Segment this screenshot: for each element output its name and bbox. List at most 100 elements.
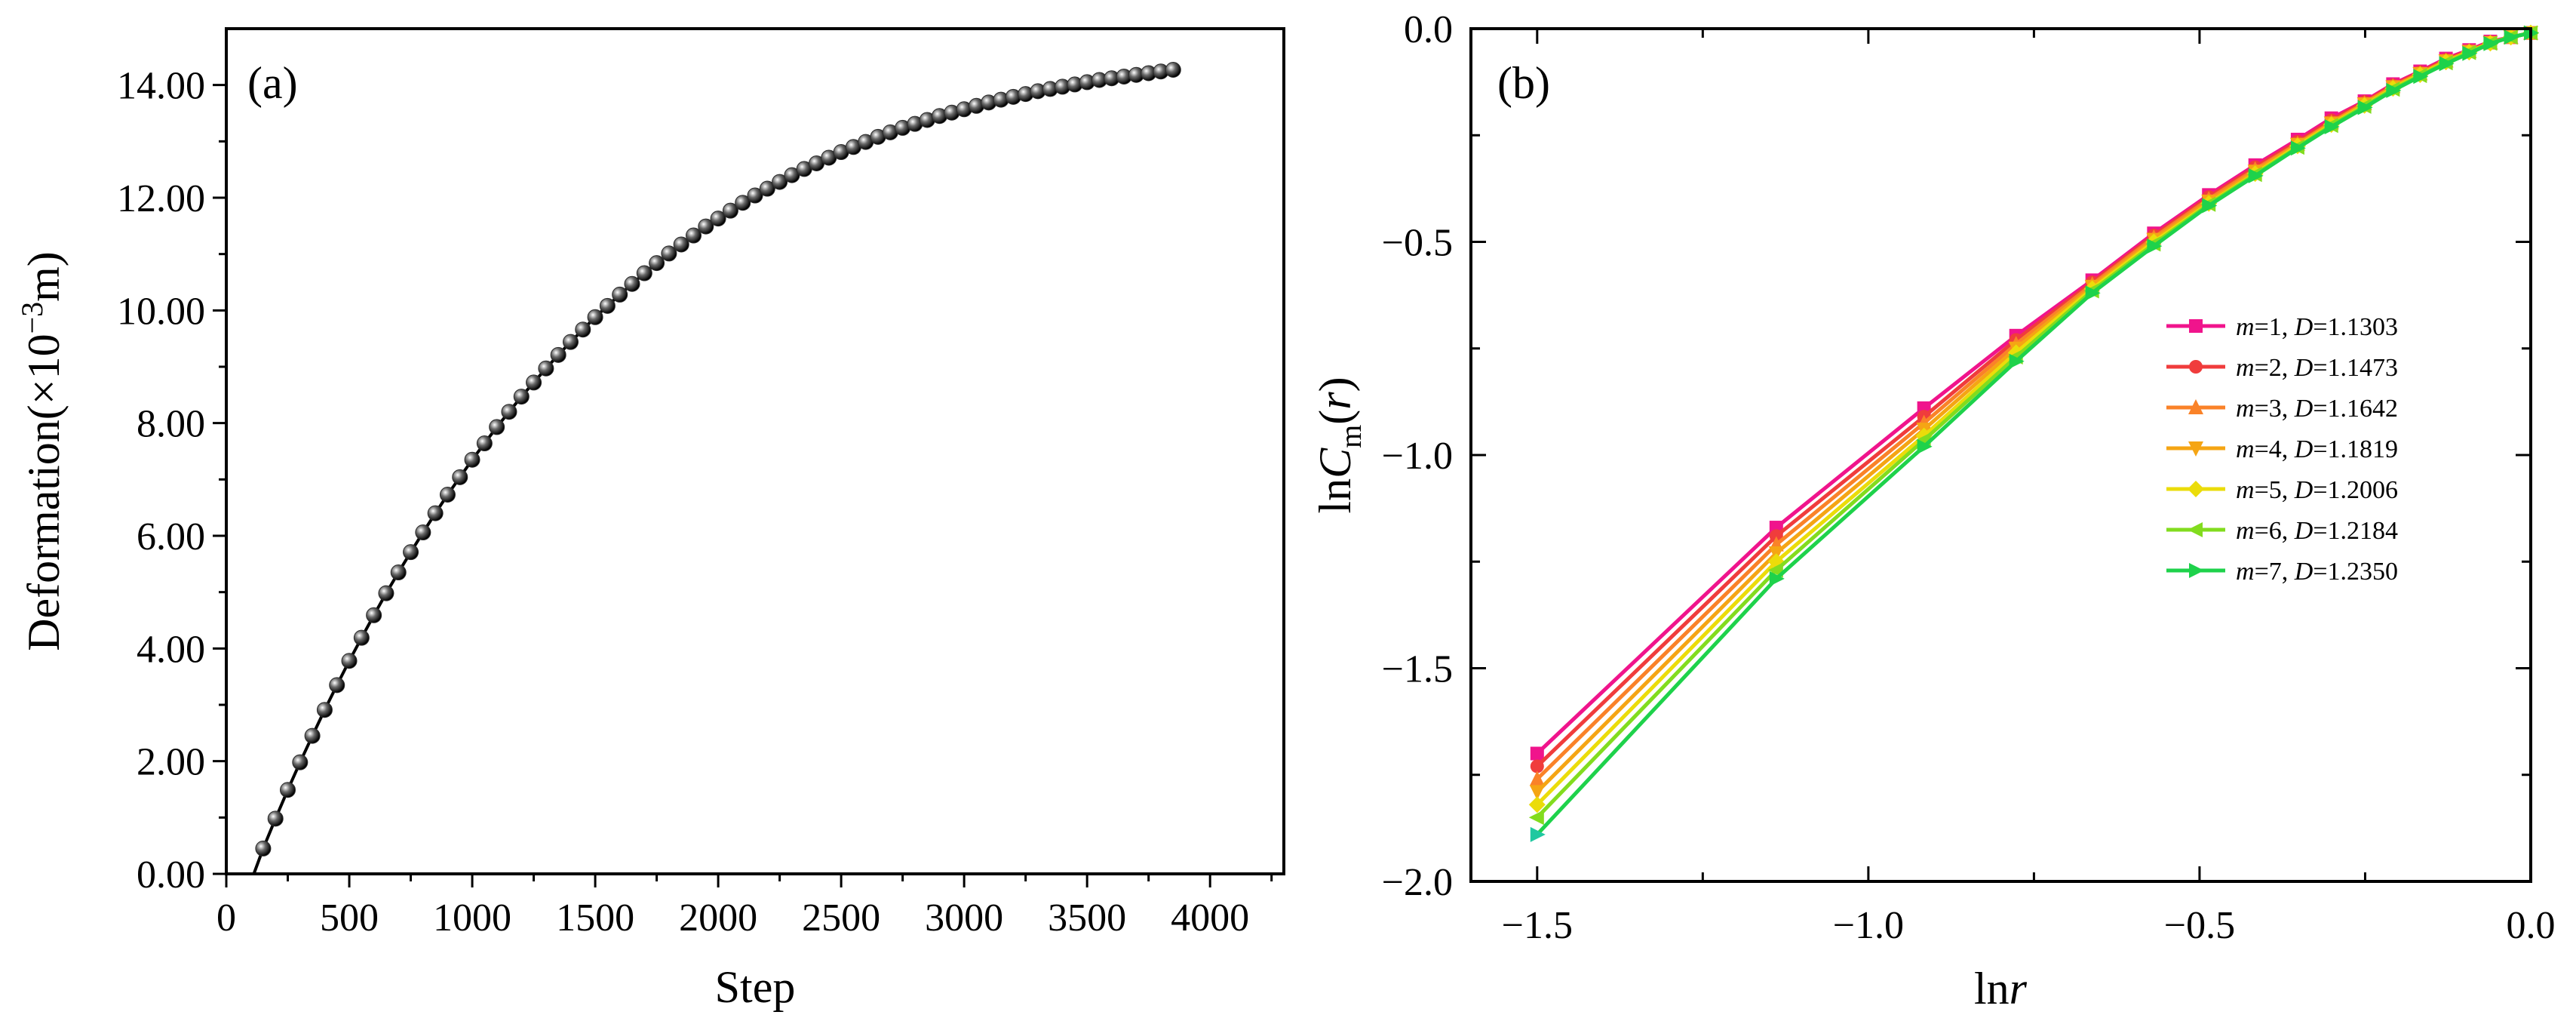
panel-a-data-point: [685, 227, 702, 244]
legend-label-d: D: [2294, 558, 2313, 586]
panel-a-x-tick-label: 0: [216, 897, 236, 940]
legend-label-d-value: =1.1473: [2313, 354, 2398, 382]
panel-a-x-tick-label: 1000: [433, 897, 511, 940]
legend-label-d-value: =1.1303: [2313, 313, 2398, 341]
panel-a-data-point: [759, 180, 775, 197]
panel-b-label: (b): [1497, 58, 1550, 108]
panel-a-data-point: [562, 334, 579, 350]
panel-a-data-point: [378, 585, 395, 601]
legend-label: m=4, D=1.1819: [2236, 435, 2398, 463]
legend-label-d: D: [2294, 435, 2313, 463]
panel-a-y-axis-title: Deformation(×10−3m): [15, 251, 69, 651]
panel-a-data-point: [587, 309, 603, 325]
panel-a-data-point: [476, 435, 493, 452]
panel-a-data-point: [341, 653, 358, 669]
panel-a-x-tick-label: 3000: [925, 897, 1003, 940]
panel-b-data-point: [1769, 571, 1785, 586]
legend-label-eq: =7,: [2255, 558, 2295, 586]
panel-b-data-point: [1530, 826, 1546, 842]
panel-a-x-tick-label: 500: [320, 897, 379, 940]
legend-label-d: D: [2294, 354, 2313, 382]
panel-a-data-point: [698, 218, 714, 235]
panel-b-x-tick-label: 0.0: [2507, 904, 2556, 947]
legend-label-d: D: [2294, 476, 2313, 504]
panel-a: 0 500 1000 1500 2000 2500 3000 3500 4000 0.00 2.00…: [15, 27, 1285, 1012]
panel-a-y-tick-label: 12.00: [117, 177, 205, 220]
panel-b-data-point: [2483, 35, 2499, 51]
legend-swatch-marker: [2188, 399, 2203, 414]
panel-b-data-point: [2504, 29, 2519, 45]
legend-label-m: m: [2236, 354, 2255, 382]
panel-b-data-point: [1530, 746, 1544, 761]
panel-a-data-point: [513, 389, 530, 405]
legend-swatch-marker: [2188, 481, 2204, 497]
legend-label-d: D: [2294, 313, 2313, 341]
panel-a-y-tick-label: 10.00: [117, 290, 205, 333]
legend-label: m=6, D=1.2184: [2236, 517, 2398, 545]
panel-a-y-tick-label: 4.00: [137, 628, 205, 671]
panel-a-data-point: [316, 702, 333, 718]
legend-label-d-value: =1.1819: [2313, 435, 2398, 463]
panel-a-data-point: [673, 236, 689, 253]
panel-b-data-point: [2248, 168, 2264, 183]
panel-b-axes: −1.5 −1.0 −0.5 0.0 0.0 −0.5 −1.0 −1.5 −2.0: [1382, 8, 2556, 947]
panel-b-data-point: [1530, 759, 1544, 773]
panel-a-data-point: [501, 404, 517, 420]
panel-a-frame: [225, 27, 1285, 875]
panel-b-data-point: [2462, 45, 2478, 61]
legend-label-eq: =5,: [2255, 476, 2295, 504]
panel-a-label: (a): [247, 58, 298, 108]
panel-a-data-point: [280, 782, 296, 798]
panel-a-data-point: [427, 505, 444, 521]
legend-label-d: D: [2294, 395, 2313, 423]
panel-a-data-point: [415, 524, 431, 541]
panel-a-data-point: [1165, 62, 1181, 78]
legend-swatch-marker: [2188, 441, 2203, 457]
legend-swatch-marker: [2189, 563, 2204, 578]
legend-label-d-value: =1.2184: [2313, 517, 2398, 545]
panel-a-data-point: [661, 245, 677, 262]
panel-a-y-tick-label: 2.00: [137, 741, 205, 784]
panel-a-data-point: [722, 202, 738, 219]
panel-a-data-point: [772, 174, 788, 190]
panel-a-data-point: [636, 265, 652, 281]
panel-b-data-point: [2324, 118, 2340, 134]
legend-label-eq: =3,: [2255, 395, 2295, 423]
panel-b-data-point: [2009, 353, 2025, 369]
legend-label-d: D: [2294, 517, 2313, 545]
legend-label-d-value: =1.1642: [2313, 395, 2398, 423]
panel-a-y-tick-label: 14.00: [117, 65, 205, 108]
panel-b: −1.5 −1.0 −0.5 0.0 0.0 −0.5 −1.0 −1.5 −2.0 (b) l…: [1310, 8, 2556, 1013]
panel-a-data-point: [267, 810, 284, 827]
panel-a-data-point: [464, 451, 481, 468]
panel-b-y-tick-label: −2.0: [1382, 861, 1453, 904]
panel-a-data-point: [538, 360, 554, 377]
legend-swatch-marker: [2188, 522, 2203, 537]
legend-label: m=1, D=1.1303: [2236, 313, 2398, 341]
panel-b-data-point: [1528, 810, 1544, 826]
legend-item-m4: m=4, D=1.1819: [2166, 435, 2398, 463]
legend-label-eq: =6,: [2255, 517, 2295, 545]
panel-a-x-tick-label: 3500: [1048, 897, 1126, 940]
legend-swatch-marker: [2189, 319, 2203, 333]
panel-b-data-point: [2290, 140, 2306, 156]
legend-label: m=3, D=1.1642: [2236, 395, 2398, 423]
panel-a-data-point: [366, 607, 382, 623]
panel-b-data-point: [1917, 438, 1933, 454]
panel-a-y-tick-label: 8.00: [137, 403, 205, 446]
legend-label: m=2, D=1.1473: [2236, 354, 2398, 382]
panel-a-data-point: [710, 211, 726, 227]
legend-label-m: m: [2236, 517, 2255, 545]
panel-a-data-point: [575, 321, 591, 338]
panel-a-data-point: [624, 275, 640, 292]
panel-a-data-point: [452, 469, 468, 485]
panel-a-data-point: [550, 346, 566, 363]
legend-label: m=7, D=1.2350: [2236, 558, 2398, 586]
panel-b-x-tick-label: −1.0: [1833, 904, 1904, 947]
panel-a-x-tick-label: 4000: [1171, 897, 1249, 940]
panel-a-y-tick-label: 6.00: [137, 515, 205, 558]
panel-b-data-point: [1529, 770, 1545, 786]
legend-item-m1: m=1, D=1.1303: [2166, 313, 2398, 341]
panel-a-data-point: [526, 374, 542, 391]
